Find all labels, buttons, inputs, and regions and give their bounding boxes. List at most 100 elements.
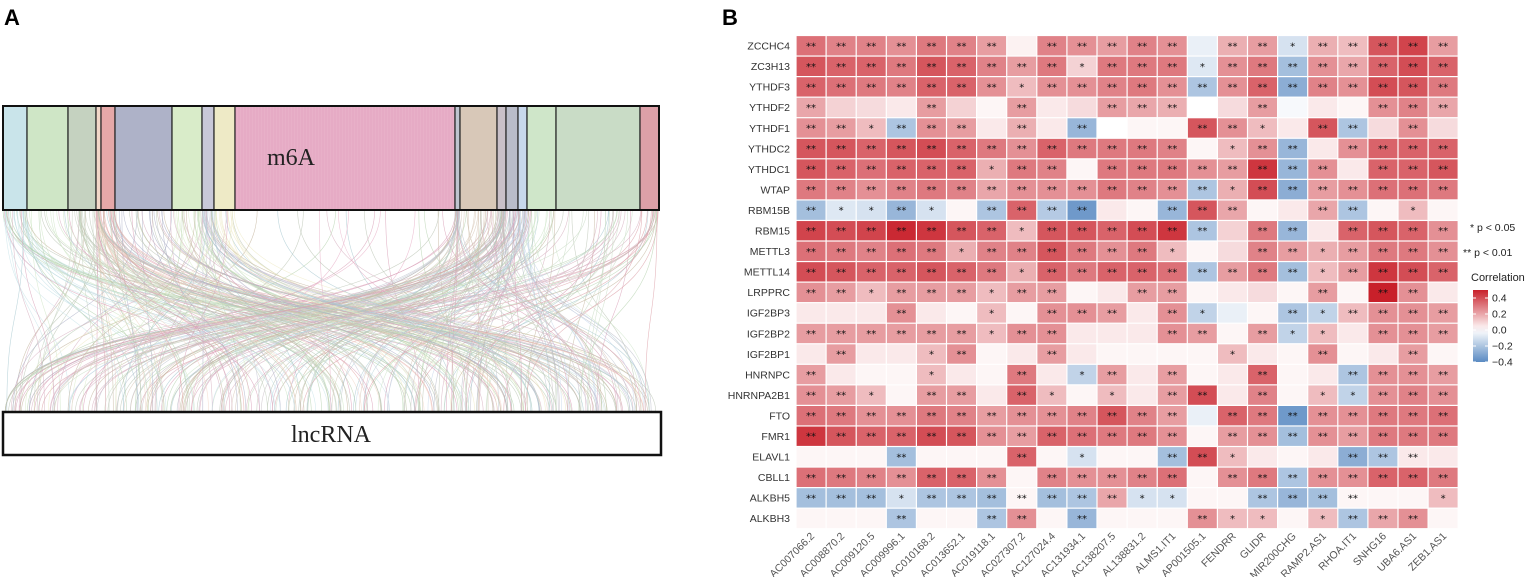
significance-star: ** — [1408, 288, 1418, 299]
heatmap-cell — [1398, 36, 1428, 56]
significance-star: ** — [896, 452, 906, 463]
flow-line — [142, 209, 154, 413]
flow-line — [233, 209, 642, 413]
flow-line — [269, 209, 519, 413]
flow-line — [97, 209, 381, 413]
flow-line — [444, 209, 649, 413]
flow-line — [466, 209, 637, 413]
heatmap-cell — [1368, 488, 1398, 508]
heatmap-cell — [1368, 36, 1398, 56]
heatmap-cell — [1278, 221, 1308, 241]
row-label: CBLL1 — [758, 472, 790, 484]
heatmap-cell — [886, 56, 916, 76]
heatmap-cell — [917, 447, 946, 467]
heatmap-cell — [1037, 447, 1067, 467]
heatmap-cell — [1368, 200, 1398, 220]
significance-star: ** — [1348, 411, 1358, 422]
significance-star: ** — [926, 165, 936, 176]
significance-star: ** — [957, 329, 967, 340]
heatmap-cell — [1067, 488, 1097, 508]
heatmap-cells — [796, 36, 1458, 529]
significance-star: ** — [957, 432, 967, 443]
heatmap-cell — [1428, 118, 1458, 138]
flow-line — [298, 209, 526, 413]
row-label: IGF2BP2 — [747, 328, 790, 340]
heatmap-cell — [1187, 118, 1217, 138]
m6a-segment — [171, 105, 203, 211]
significance-star: ** — [806, 62, 816, 73]
heatmap-cell — [1037, 323, 1067, 344]
heatmap-cell — [1248, 77, 1277, 97]
flow-line — [13, 209, 295, 413]
significance-star: ** — [957, 288, 967, 299]
heatmap-cell — [947, 36, 976, 56]
heatmap-cell — [1368, 344, 1398, 364]
flow-line — [491, 209, 570, 413]
significance-star: ** — [896, 473, 906, 484]
flow-line — [166, 209, 467, 413]
flow-line — [67, 209, 149, 413]
significance-star: * — [989, 288, 994, 299]
flow-line — [22, 209, 466, 413]
heatmap-cell — [1308, 488, 1338, 508]
m6a-segment — [26, 105, 69, 211]
heatmap-cell — [1428, 97, 1458, 118]
heatmap-cell — [1248, 138, 1277, 159]
significance-star: ** — [1438, 329, 1448, 340]
significance-star: ** — [1167, 185, 1177, 196]
significance-star: ** — [1378, 62, 1388, 73]
significance-star: ** — [1258, 41, 1268, 52]
heatmap-cell — [1308, 282, 1338, 303]
heatmap-cell — [796, 118, 826, 138]
heatmap-cell — [1428, 323, 1458, 344]
significance-star: ** — [806, 247, 816, 258]
heatmap-cell — [947, 488, 976, 508]
heatmap-cell — [1127, 138, 1157, 159]
legend-tick-label: −0.4 — [1492, 357, 1513, 369]
heatmap-cell — [1308, 323, 1338, 344]
significance-star: ** — [1318, 432, 1328, 443]
significance-star: ** — [1227, 123, 1237, 134]
heatmap-cell — [1278, 241, 1308, 261]
significance-star: ** — [1017, 185, 1027, 196]
heatmap-cell — [917, 488, 946, 508]
significance-star: ** — [1047, 411, 1057, 422]
m6a-segment — [517, 105, 528, 211]
significance-star: ** — [1107, 247, 1117, 258]
flow-line — [476, 209, 515, 413]
significance-star: ** — [1408, 329, 1418, 340]
flow-line — [227, 209, 567, 413]
significance-star: ** — [1047, 432, 1057, 443]
flow-line — [467, 209, 610, 413]
significance-star: ** — [1318, 350, 1328, 361]
significance-star: ** — [1077, 206, 1087, 217]
significance-star: ** — [926, 62, 936, 73]
heatmap-cell — [1398, 385, 1428, 405]
significance-star: * — [1079, 62, 1084, 73]
significance-star: ** — [1378, 514, 1388, 525]
heatmap-cell — [1428, 262, 1458, 282]
significance-star: ** — [1288, 226, 1298, 237]
m6a-box — [2, 105, 660, 211]
heatmap-cell — [917, 200, 946, 220]
heatmap-cell — [1187, 36, 1217, 56]
significance-star: ** — [836, 329, 846, 340]
flow-line — [450, 209, 657, 413]
heatmap-cell — [917, 262, 946, 282]
row-label: YTHDF1 — [749, 123, 790, 135]
heatmap-cell — [917, 159, 946, 179]
heatmap-cell — [977, 467, 1007, 487]
significance-star: ** — [1408, 432, 1418, 443]
heatmap-cell — [856, 138, 886, 159]
heatmap-cell — [1007, 488, 1037, 508]
significance-star: ** — [896, 308, 906, 319]
significance-star: * — [869, 391, 874, 402]
significance-star: ** — [1017, 391, 1027, 402]
heatmap-cell — [1368, 77, 1398, 97]
significance-star: * — [1320, 391, 1325, 402]
significance-star: ** — [896, 329, 906, 340]
heatmap-cell — [1067, 138, 1097, 159]
significance-star: ** — [1288, 247, 1298, 258]
heatmap-cell — [1368, 508, 1398, 529]
significance-star: * — [1200, 308, 1205, 319]
